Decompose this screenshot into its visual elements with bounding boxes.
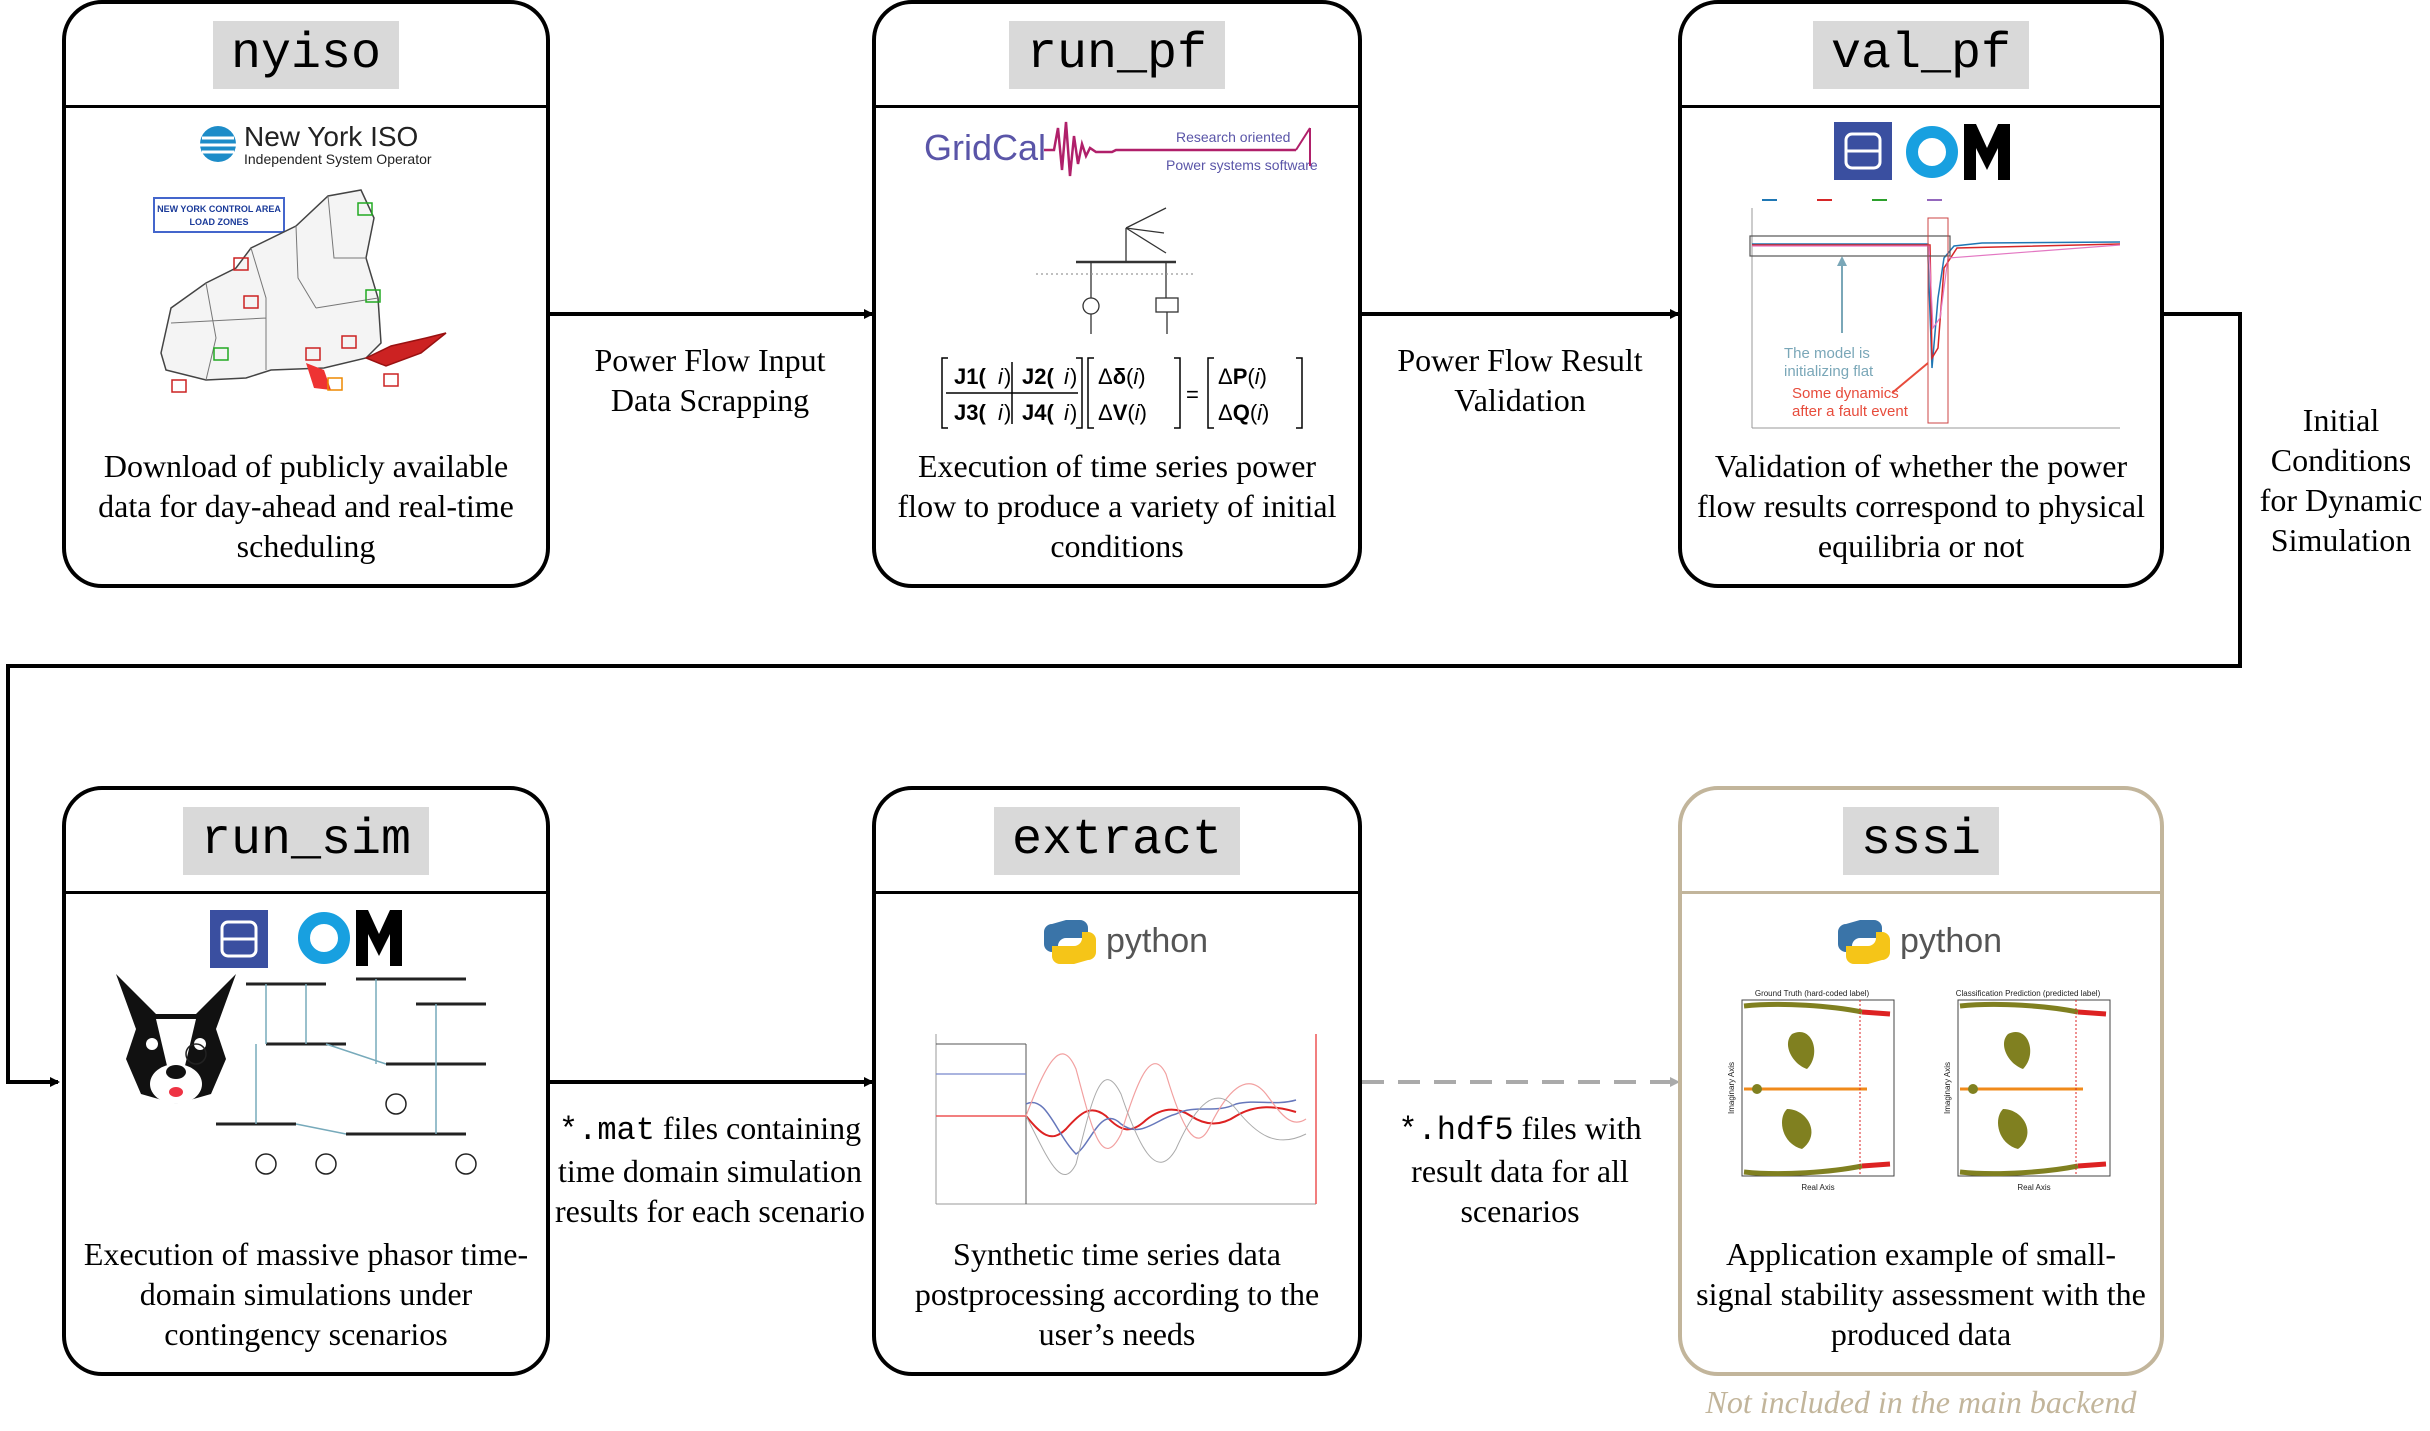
voltage-plot: The model is initializing flat Some dyna… bbox=[1749, 199, 2121, 429]
box-run-pf: run_pf GridCal Research oriented Power s… bbox=[872, 0, 1362, 588]
svg-text:Some dynamics: Some dynamics bbox=[1792, 385, 1899, 402]
box-header: extract bbox=[876, 790, 1358, 894]
svg-text:ΔQ(i): ΔQ(i) bbox=[1218, 400, 1269, 425]
modelica-icon bbox=[1834, 122, 1892, 180]
python-logo-text: python bbox=[1106, 922, 1208, 960]
mat-text: files containing time domain simulation … bbox=[554, 1110, 866, 1229]
module-tag: sssi bbox=[1842, 806, 2000, 875]
svg-text:Ground Truth (hard-coded label: Ground Truth (hard-coded label) bbox=[1755, 989, 1870, 998]
box-header: run_sim bbox=[66, 790, 546, 894]
svg-text:i: i bbox=[998, 364, 1004, 389]
module-tag: run_pf bbox=[1008, 20, 1226, 89]
box-header: sssi bbox=[1682, 790, 2160, 894]
val-pf-illustration: OM The model is initializing flat So bbox=[1749, 122, 2121, 429]
eigenvalue-plot-ground-truth: Ground Truth (hard-coded label) Real Axi… bbox=[1727, 989, 1895, 1192]
footnote-not-included: Not included in the main backend bbox=[1705, 1384, 2137, 1420]
hdf5-text: files with result data for all scenarios bbox=[1411, 1110, 1642, 1229]
svg-text:Power systems software: Power systems software bbox=[1166, 157, 1318, 173]
om-logo-icon bbox=[1906, 126, 1958, 178]
svg-text:=: = bbox=[1186, 382, 1199, 407]
grid-network-diagram bbox=[185, 977, 486, 1175]
svg-text:Δδ(i): Δδ(i) bbox=[1098, 364, 1146, 389]
python-logo-icon bbox=[1044, 920, 1096, 964]
python-logo-text: python bbox=[1900, 922, 2002, 960]
run-pf-illustration: GridCal Research oriented Power systems … bbox=[924, 121, 1318, 429]
svg-text:The model is: The model is bbox=[1784, 345, 1870, 362]
box-description: Execution of time series power flow to p… bbox=[897, 448, 1337, 564]
svg-text:Real Axis: Real Axis bbox=[2017, 1183, 2050, 1192]
arrow-label-result-validation: Power Flow Result Validation bbox=[1397, 342, 1643, 418]
box-run-sim: run_sim OM bbox=[62, 786, 550, 1376]
sssi-illustration: python Ground Truth (hard-coded label) R… bbox=[1727, 920, 2111, 1192]
box-description: Execution of massive phasor time-domain … bbox=[83, 1236, 529, 1352]
python-logo-icon bbox=[1838, 920, 1890, 964]
nyiso-logo-title: New York ISO bbox=[244, 121, 418, 152]
svg-text:J1(: J1( bbox=[954, 364, 986, 389]
svg-text:ΔV(i): ΔV(i) bbox=[1098, 400, 1147, 425]
module-tag: val_pf bbox=[1812, 20, 2030, 89]
ny-zone-map: NEW YORK CONTROL AREA LOAD ZONES bbox=[153, 189, 447, 393]
svg-text:NEW YORK CONTROL AREA: NEW YORK CONTROL AREA bbox=[157, 204, 281, 214]
hdf5-ext: *.hdf5 bbox=[1398, 1112, 1514, 1149]
svg-text:LOAD ZONES: LOAD ZONES bbox=[189, 217, 248, 227]
extract-illustration: python bbox=[935, 920, 1317, 1205]
svg-text:after a fault event: after a fault event bbox=[1792, 403, 1909, 420]
box-val-pf: val_pf OM bbox=[1678, 0, 2164, 588]
svg-text:i: i bbox=[1064, 400, 1070, 425]
modelica-icon bbox=[210, 910, 268, 968]
svg-text:): ) bbox=[1070, 364, 1077, 389]
box-sssi: sssi python Ground Truth (hard-coded lab… bbox=[1678, 786, 2164, 1376]
module-tag: extract bbox=[993, 806, 1241, 875]
svg-text:Real Axis: Real Axis bbox=[1801, 1183, 1834, 1192]
jacobian-equation: J1( i) J2( i) J3( i) J4( i) Δδ(i) ΔV(i) = ΔP… bbox=[941, 357, 1303, 429]
svg-text:i: i bbox=[998, 400, 1004, 425]
arrow-label-mat-files: *.mat files containing time domain simul… bbox=[545, 1108, 875, 1231]
box-extract: extract python Synthetic time se bbox=[872, 786, 1362, 1376]
svg-text:): ) bbox=[1070, 400, 1077, 425]
module-tag: run_sim bbox=[182, 806, 430, 875]
mat-ext: *.mat bbox=[558, 1112, 655, 1149]
box-description: Validation of whether the power flow res… bbox=[1697, 448, 2145, 564]
svg-text:): ) bbox=[1004, 400, 1011, 425]
bus-schematic bbox=[1036, 207, 1196, 334]
arrow-label-hdf5-files: *.hdf5 files with result data for all sc… bbox=[1375, 1108, 1665, 1231]
svg-text:i: i bbox=[1064, 364, 1070, 389]
nyiso-illustration: New York ISO Independent System Operator… bbox=[153, 121, 447, 393]
dog-mascot-icon bbox=[116, 974, 236, 1104]
nyiso-logo bbox=[200, 126, 236, 162]
arrow-label-input-scrapping: Power Flow Input Data Scrapping bbox=[594, 342, 826, 418]
arrow-label-initial-conditions: Initial Conditions for Dynamic Simulatio… bbox=[2259, 402, 2423, 558]
box-description: Download of publicly available data for … bbox=[98, 448, 514, 564]
svg-text:): ) bbox=[1004, 364, 1011, 389]
box-header: nyiso bbox=[66, 4, 546, 108]
om-logo-icon bbox=[298, 910, 402, 966]
arrow-valpf-runsim bbox=[6, 312, 2242, 1087]
module-tag: nyiso bbox=[212, 20, 400, 89]
eigenvalue-plot-prediction: Classification Prediction (predicted lab… bbox=[1943, 989, 2111, 1192]
svg-text:J2(: J2( bbox=[1022, 364, 1054, 389]
svg-text:Imaginary Axis: Imaginary Axis bbox=[1943, 1062, 1952, 1114]
box-header: run_pf bbox=[876, 4, 1358, 108]
time-series-plot bbox=[935, 1034, 1317, 1205]
svg-text:Research oriented: Research oriented bbox=[1176, 129, 1290, 145]
box-nyiso: nyiso New York ISO Independent System Op… bbox=[62, 0, 550, 588]
svg-text:ΔP(i): ΔP(i) bbox=[1218, 364, 1267, 389]
run-sim-illustration: OM bbox=[116, 910, 486, 1175]
box-description: Synthetic time series data postprocessin… bbox=[914, 1236, 1320, 1352]
box-description: Application example of small-signal stab… bbox=[1696, 1236, 2146, 1352]
nyiso-logo-subtitle: Independent System Operator bbox=[244, 151, 432, 167]
gridcal-logo: GridCal Research oriented Power systems … bbox=[924, 121, 1318, 177]
svg-text:Imaginary Axis: Imaginary Axis bbox=[1727, 1062, 1736, 1114]
svg-text:J3(: J3( bbox=[954, 400, 986, 425]
svg-text:J4(: J4( bbox=[1022, 400, 1054, 425]
svg-text:Classification Prediction (pre: Classification Prediction (predicted lab… bbox=[1956, 989, 2101, 998]
box-header: val_pf bbox=[1682, 4, 2160, 108]
svg-text:initializing flat: initializing flat bbox=[1784, 363, 1874, 380]
svg-text:GridCal: GridCal bbox=[924, 127, 1046, 168]
